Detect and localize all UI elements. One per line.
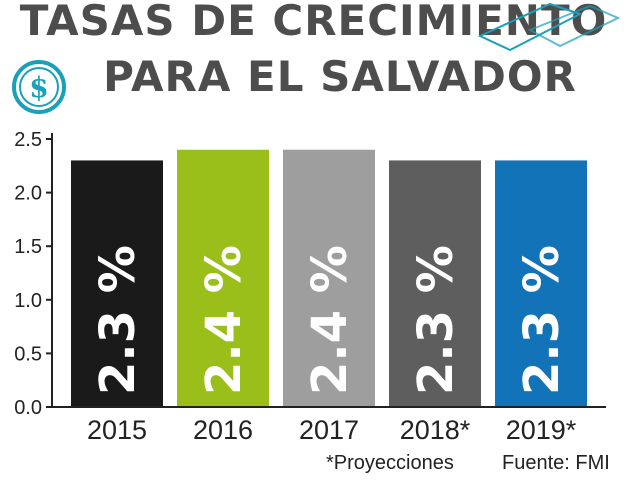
chart-title-line2: PARA EL SALVADOR [103,52,577,101]
x-tick-label: 2017 [299,415,359,445]
source-note: Fuente: FMI [502,452,610,474]
y-tick-label: 0.0 [14,397,42,419]
x-tick-label: 2019* [506,415,577,445]
bar-2019 [495,160,587,407]
bar-2018 [389,160,481,407]
y-tick-label: 2.5 [14,129,42,151]
y-tick-label: 0.5 [14,343,42,365]
bar-2015 [71,160,163,407]
bar-value-label: 2.4 % [302,245,358,395]
y-axis: 0.0 0.5 1.0 1.5 2.0 2.5 [14,129,53,419]
bar-value-label: 2.3 % [90,245,146,395]
bar-2016 [177,149,269,407]
x-tick-label: 2018* [400,415,471,445]
money-bill-decoration-icon [477,2,620,52]
bar-value-label: 2.3 % [408,245,464,395]
bar-2017 [283,149,375,407]
x-axis: 2015 2016 2017 2018* 2019* [52,406,606,445]
y-tick-label: 2.0 [14,183,42,205]
bar-value-label: 2.4 % [196,245,252,395]
bar-value-label: 2.3 % [514,245,570,395]
y-tick-label: 1.5 [14,236,42,258]
y-tick-label: 1.0 [14,290,42,312]
bars-group: 2.3 % 2.4 % 2.4 % 2.3 % 2.3 % [71,149,587,407]
svg-text:$: $ [29,71,48,104]
x-tick-label: 2016 [193,415,253,445]
dollar-coin-icon: $ [12,60,66,114]
projections-note: *Proyecciones [326,452,454,474]
x-tick-label: 2015 [87,415,147,445]
